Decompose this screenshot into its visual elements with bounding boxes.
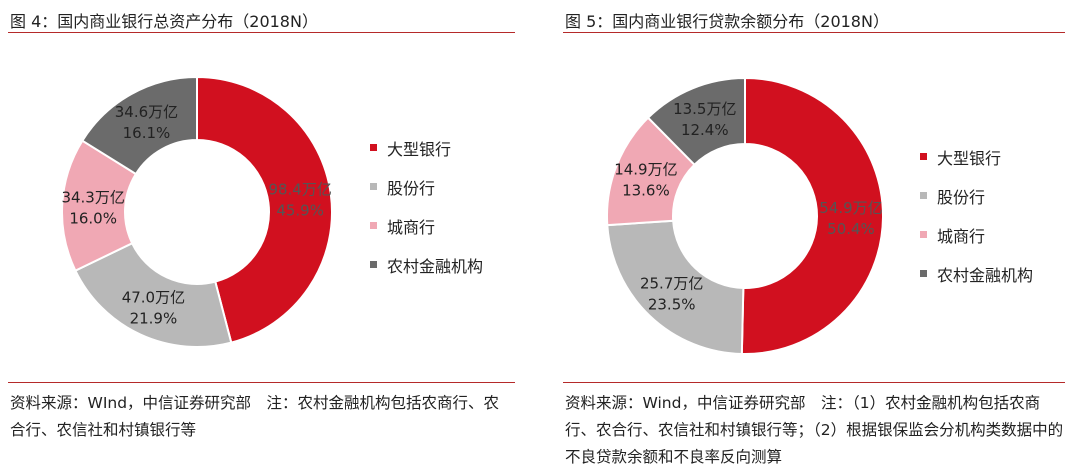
legend-item: 大型银行: [370, 128, 483, 167]
legend-swatch: [370, 144, 377, 151]
legend-item: 农村金融机构: [370, 245, 483, 284]
chart-panel-left: 图 4：国内商业银行总资产分布（2018N） 98.4万亿 45.9% 47.0万亿…: [0, 0, 525, 475]
source-rule: [563, 382, 1065, 383]
legend-item: 城商行: [920, 215, 1033, 254]
legend-swatch: [920, 270, 927, 277]
donut-chart: 98.4万亿 45.9% 47.0万亿 21.9% 34.3万亿 16.0% 34.6万亿 1…: [61, 75, 333, 348]
legend: 大型银行股份行城商行农村金融机构: [920, 137, 1033, 293]
slice-value-label: 13.5万亿: [673, 100, 736, 118]
slice-value-label: 98.4万亿: [268, 181, 331, 199]
legend-swatch: [370, 183, 377, 190]
slice-percent-label: 45.9%: [276, 202, 324, 220]
donut-slice-4: [80, 75, 198, 176]
slice-percent-label: 23.5%: [648, 296, 696, 314]
legend-swatch: [920, 231, 927, 238]
slice-percent-label: 12.4%: [681, 121, 729, 139]
legend-label: 股份行: [937, 187, 986, 207]
title-rule: [8, 32, 515, 33]
legend-swatch: [920, 153, 927, 160]
slice-value-label: 47.0万亿: [122, 288, 185, 306]
donut-slice-1: [740, 76, 884, 355]
slice-percent-label: 13.6%: [622, 181, 670, 199]
donut-slice-4: [646, 76, 746, 167]
legend-item: 城商行: [370, 206, 483, 245]
legend-swatch: [370, 222, 377, 229]
legend-item: 农村金融机构: [920, 254, 1033, 293]
legend-label: 大型银行: [387, 139, 452, 159]
legend-item: 大型银行: [920, 137, 1033, 176]
slice-value-label: 14.9万亿: [614, 160, 677, 178]
chart-title: 图 5：国内商业银行贷款余额分布（2018N）: [565, 12, 889, 31]
slice-value-label: 34.6万亿: [115, 103, 178, 121]
legend-label: 大型银行: [937, 148, 1002, 168]
legend-label: 农村金融机构: [387, 256, 484, 276]
slice-value-label: 25.7万亿: [640, 275, 703, 293]
source-note: 资料来源：WInd，中信证券研究部 注：农村金融机构包括农商行、农合行、农信社和…: [10, 394, 500, 439]
donut-chart: 54.9万亿 50.4% 25.7万亿 23.5% 14.9万亿 13.6% 13.5万亿 1…: [606, 76, 884, 355]
legend-item: 股份行: [370, 167, 483, 206]
legend-item: 股份行: [920, 176, 1033, 215]
chart-panel-right: 图 5：国内商业银行贷款余额分布（2018N） 54.9万亿 50.4% 25.7万…: [555, 0, 1075, 475]
slice-percent-label: 16.0%: [69, 209, 117, 227]
slice-percent-label: 21.9%: [130, 309, 178, 327]
legend-label: 城商行: [937, 226, 986, 246]
legend-label: 股份行: [387, 178, 436, 198]
slice-value-label: 34.3万亿: [61, 188, 124, 206]
legend-swatch: [920, 192, 927, 199]
donut-slice-2: [606, 219, 745, 355]
slice-percent-label: 16.1%: [123, 124, 171, 142]
legend-label: 农村金融机构: [937, 265, 1034, 285]
legend-swatch: [370, 261, 377, 268]
donut-slice-1: [196, 75, 333, 344]
slice-value-label: 54.9万亿: [819, 199, 882, 217]
title-rule: [563, 32, 1065, 33]
legend-label: 城商行: [387, 217, 436, 237]
slice-percent-label: 50.4%: [827, 220, 875, 238]
legend: 大型银行股份行城商行农村金融机构: [370, 128, 483, 284]
donut-slice-2: [74, 241, 233, 348]
source-note: 资料来源：Wind，中信证券研究部 注：（1）农村金融机构包括农商行、农合行、农…: [565, 394, 1064, 466]
source-rule: [8, 382, 515, 383]
chart-title: 图 4：国内商业银行总资产分布（2018N）: [10, 12, 318, 31]
